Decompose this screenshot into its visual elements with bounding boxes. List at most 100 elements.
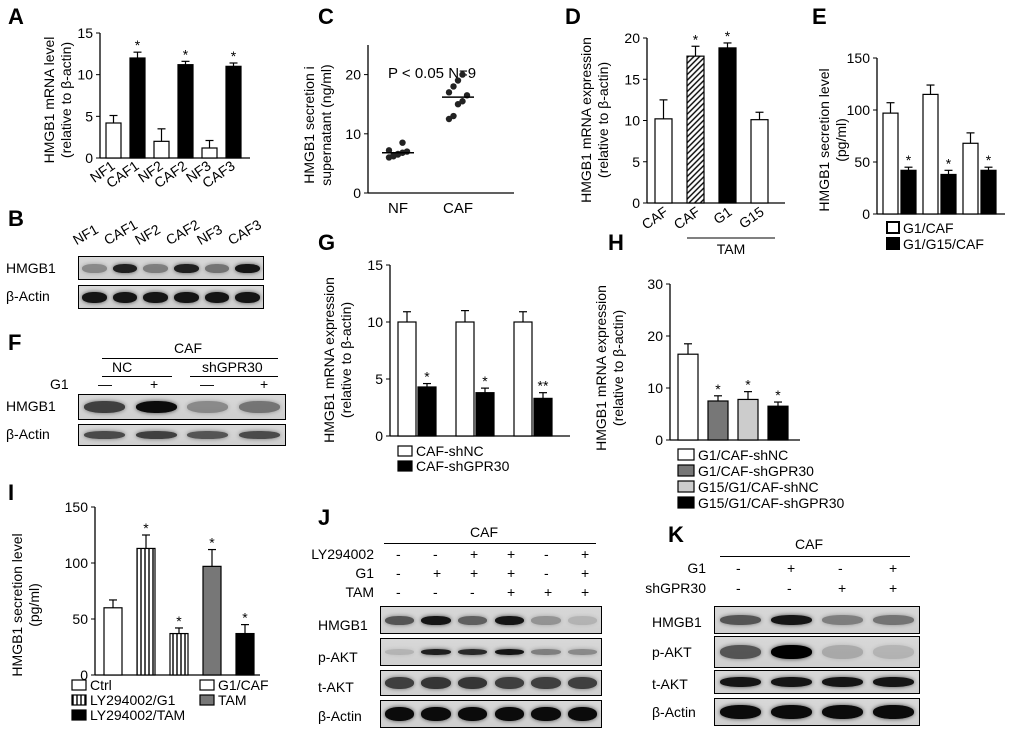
bar-d-3: [750, 119, 769, 204]
condition-sign: -: [787, 580, 792, 596]
blot-k-row-pakt: p-AKT: [652, 644, 692, 660]
y-tick-label: 30: [647, 276, 663, 292]
panel-label-i: I: [8, 480, 15, 505]
y-tick-label: 20: [647, 328, 663, 344]
condition-label: G1: [355, 565, 374, 581]
bar-g-1: [475, 392, 495, 437]
legend-swatch: [71, 694, 87, 706]
x-tick-label: G15: [736, 203, 767, 231]
blot-band: [143, 263, 168, 273]
legend-swatch: [397, 460, 413, 472]
legend-label: CAF-shGPR30: [416, 458, 510, 474]
blot-band: [720, 677, 761, 687]
y-axis-label-line1: HMGB1 mRNA expression: [321, 277, 337, 443]
x-tick-label: CAF: [443, 200, 473, 217]
bar-a-caf3: [225, 65, 242, 159]
chart-e: 0 50 100 150 HMGB1 secretion level (pg/ml) * * *…: [816, 50, 1005, 252]
y-tick-label: 0: [353, 185, 361, 201]
data-point-nf: [403, 148, 411, 155]
legend-label: Ctrl: [90, 677, 112, 693]
blot-band: [238, 431, 280, 439]
condition-sign: +: [787, 560, 796, 576]
y-tick-label: 0: [862, 206, 870, 222]
blot-k-header-line: [720, 556, 910, 557]
condition-label: TAM: [345, 584, 374, 600]
y-tick-label: 15: [624, 71, 640, 87]
y-tick-label: 0: [375, 428, 383, 444]
legend-label: G1/CAF-shNC: [698, 447, 788, 463]
y-tick-label: 20: [624, 30, 640, 46]
significance-mark: *: [482, 373, 488, 389]
bar-a-nf2: [153, 140, 170, 159]
annotation-text: P < 0.05 N=9: [388, 65, 476, 82]
blot-band: [531, 615, 561, 625]
chart-d: 0 5 10 15 20 HMGB1 mRNA expression (relative t…: [578, 28, 785, 257]
y-tick-label: 0: [632, 195, 640, 211]
y-axis-label-line2: supernatant (ng/ml): [318, 64, 334, 185]
blot-band: [174, 291, 199, 303]
legend-label: G15/G1/CAF-shNC: [698, 479, 819, 495]
chart-a: 0 5 10 15 HMGB1 mRNA level (relative to β-act…: [41, 25, 250, 191]
blot-j-header-line: [384, 543, 596, 544]
blot-band: [822, 645, 863, 659]
y-tick-label: 10: [624, 113, 640, 129]
panel-label-h: H: [608, 230, 624, 255]
data-point-caf: [454, 77, 462, 84]
bar-a-nf3: [201, 147, 218, 159]
blot-band: [384, 707, 414, 721]
legend-label: CAF-shNC: [416, 443, 484, 459]
blot-k-header: CAF: [795, 536, 823, 552]
bar-e-0: [962, 142, 979, 215]
bar-e-0: [882, 112, 899, 215]
blot-f-nc-line: [102, 376, 172, 377]
blot-f-row-hmgb1: HMGB1: [6, 398, 56, 414]
blot-band: [84, 401, 126, 413]
blot-band: [421, 707, 451, 721]
panel-label-k: K: [668, 522, 684, 547]
legend-swatch: [677, 480, 695, 493]
blot-j-pakt-strip: [380, 638, 602, 666]
blot-b-row-hmgb1: HMGB1: [6, 260, 56, 276]
y-tick-label: 5: [85, 108, 93, 124]
bar-g-0: [455, 321, 475, 437]
significance-mark: *: [775, 387, 781, 403]
legend-swatch: [677, 464, 695, 477]
legend-label: TAM: [218, 692, 247, 708]
blot-band: [873, 645, 914, 659]
blot-band: [822, 705, 863, 719]
condition-sign: -: [396, 584, 401, 600]
blot-band: [494, 677, 524, 689]
blot-band: [204, 291, 230, 303]
y-tick-label: 5: [632, 154, 640, 170]
legend-swatch: [199, 679, 215, 691]
significance-mark: *: [135, 37, 141, 53]
panel-label-f: F: [8, 330, 22, 355]
panel-label-a: A: [8, 4, 24, 29]
condition-sign: -: [470, 584, 475, 600]
condition-sign: -: [544, 546, 549, 562]
blot-f-sign: —: [200, 376, 214, 392]
significance-mark: *: [725, 28, 731, 44]
blot-band: [458, 677, 488, 689]
bar-d-1: [686, 55, 705, 204]
legend-swatch: [71, 679, 87, 691]
y-tick-label: 50: [72, 611, 88, 627]
bar-h-1: [707, 400, 729, 441]
condition-sign: -: [433, 546, 438, 562]
legend-label: G1/CAF: [903, 220, 954, 236]
blot-band: [771, 705, 812, 719]
bar-a-caf2: [177, 64, 194, 159]
y-axis-label-line1: HMGB1 secretion level: [9, 533, 25, 676]
y-tick-label: 100: [847, 102, 871, 118]
blot-band: [458, 649, 488, 655]
blot-band: [771, 615, 812, 625]
condition-label: shGPR30: [645, 580, 706, 596]
blot-band: [421, 615, 451, 625]
blot-band: [568, 707, 598, 721]
significance-mark: *: [209, 535, 215, 551]
y-tick-label: 0: [80, 667, 88, 683]
blot-k-pakt-strip: [714, 636, 920, 668]
y-tick-label: 15: [367, 257, 383, 273]
condition-sign: -: [396, 565, 401, 581]
